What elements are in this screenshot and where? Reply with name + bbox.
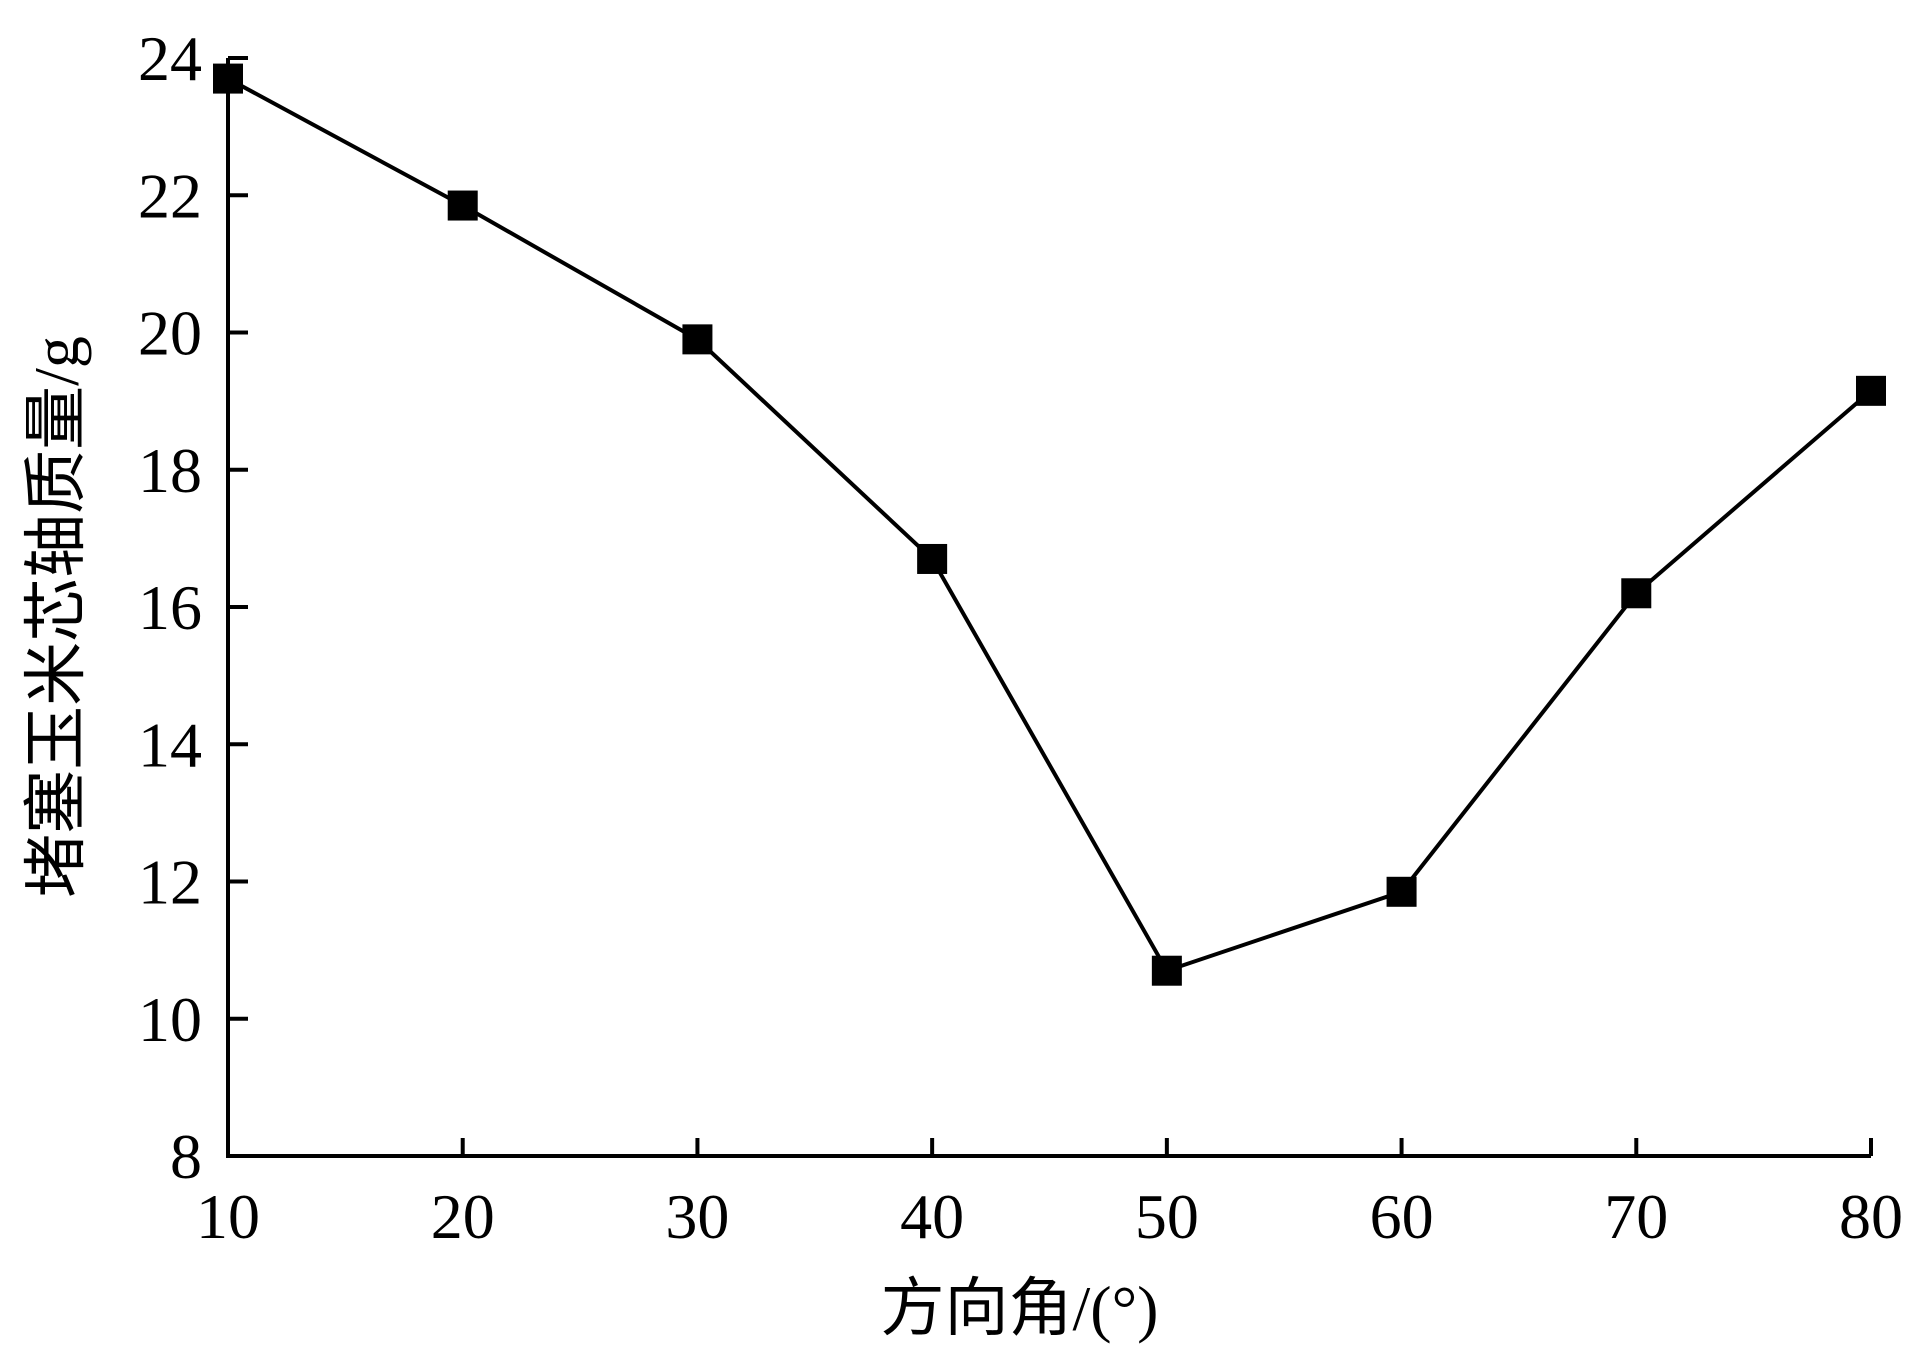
x-tick-label: 80 <box>1839 1181 1903 1252</box>
x-ticks: 10 20 30 40 50 60 70 80 <box>196 1138 1903 1252</box>
x-tick-label: 10 <box>196 1181 260 1252</box>
x-axis-title: 方向角/(°) <box>881 1273 1159 1344</box>
y-ticks: 8 10 12 14 16 18 20 22 24 <box>138 23 248 1192</box>
x-tick-label: 40 <box>900 1181 964 1252</box>
data-point-marker <box>1386 876 1417 907</box>
x-tick-label: 30 <box>665 1181 729 1252</box>
x-tick-label: 20 <box>431 1181 495 1252</box>
y-tick-label: 8 <box>170 1121 202 1192</box>
x-tick-label: 50 <box>1135 1181 1199 1252</box>
data-point-marker <box>213 63 243 94</box>
series-line <box>227 76 1873 974</box>
y-axis-title: 堵塞玉米芯轴质量/g <box>21 336 92 898</box>
y-tick-label: 12 <box>138 847 202 918</box>
y-tick-label: 18 <box>138 435 202 506</box>
series-group <box>213 63 1886 986</box>
x-tick-label: 70 <box>1604 1181 1668 1252</box>
y-tick-label: 14 <box>138 709 202 780</box>
y-tick-label: 20 <box>138 298 202 369</box>
data-point-marker <box>1151 955 1182 986</box>
data-point-marker <box>917 543 948 574</box>
y-tick-label: 24 <box>138 23 202 94</box>
y-tick-label: 16 <box>138 572 202 643</box>
x-tick-label: 60 <box>1370 1181 1434 1252</box>
data-point-marker <box>447 190 478 221</box>
y-tick-label: 10 <box>138 984 202 1055</box>
data-point-marker <box>1621 578 1652 609</box>
data-point-marker <box>682 324 713 355</box>
data-point-marker <box>1856 375 1886 406</box>
y-tick-label: 22 <box>138 160 202 231</box>
